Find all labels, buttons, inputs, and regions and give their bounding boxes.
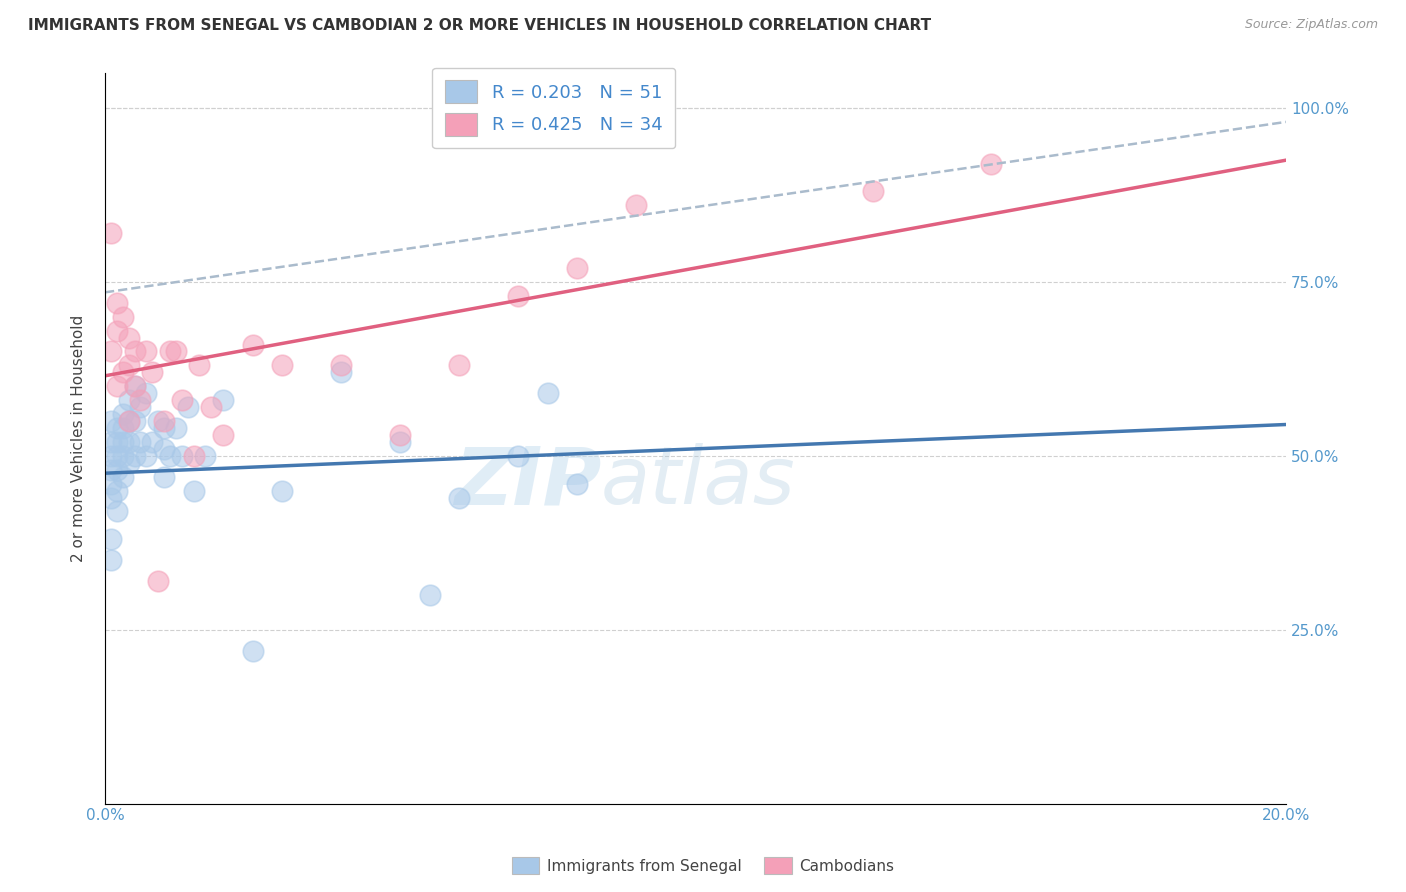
Point	[111, 365, 134, 379]
Point	[105, 483, 128, 498]
Point	[105, 463, 128, 477]
Point	[111, 421, 134, 435]
Point	[271, 483, 294, 498]
Point	[105, 379, 128, 393]
Point	[141, 434, 163, 449]
Point	[419, 588, 441, 602]
Point	[449, 359, 471, 373]
Point	[105, 434, 128, 449]
Point	[117, 330, 139, 344]
Point	[124, 379, 146, 393]
Point	[170, 393, 193, 408]
Point	[117, 359, 139, 373]
Point	[111, 407, 134, 421]
Point	[212, 393, 235, 408]
Point	[100, 414, 122, 428]
Point	[100, 476, 122, 491]
Point	[105, 421, 128, 435]
Point	[165, 344, 187, 359]
Point	[100, 463, 122, 477]
Point	[153, 442, 176, 456]
Point	[176, 400, 198, 414]
Legend: R = 0.203   N = 51, R = 0.425   N = 34: R = 0.203 N = 51, R = 0.425 N = 34	[432, 68, 675, 148]
Point	[117, 393, 139, 408]
Point	[212, 428, 235, 442]
Point	[165, 421, 187, 435]
Text: atlas: atlas	[600, 443, 796, 521]
Point	[100, 226, 122, 240]
Point	[567, 476, 589, 491]
Point	[389, 428, 412, 442]
Point	[135, 344, 157, 359]
Point	[135, 386, 157, 401]
Point	[124, 379, 146, 393]
Point	[111, 469, 134, 483]
Point	[183, 483, 205, 498]
Point	[153, 469, 176, 483]
Point	[105, 324, 128, 338]
Point	[111, 310, 134, 324]
Point	[508, 289, 530, 303]
Point	[242, 643, 264, 657]
Point	[129, 400, 152, 414]
Point	[100, 344, 122, 359]
Point	[111, 449, 134, 463]
Point	[146, 414, 169, 428]
Point	[124, 344, 146, 359]
Point	[100, 491, 122, 505]
Legend: Immigrants from Senegal, Cambodians: Immigrants from Senegal, Cambodians	[505, 851, 901, 880]
Point	[100, 449, 122, 463]
Point	[242, 337, 264, 351]
Point	[194, 449, 217, 463]
Point	[200, 400, 222, 414]
Text: Source: ZipAtlas.com: Source: ZipAtlas.com	[1244, 18, 1378, 31]
Point	[449, 491, 471, 505]
Point	[183, 449, 205, 463]
Point	[100, 434, 122, 449]
Point	[135, 449, 157, 463]
Point	[862, 185, 884, 199]
Point	[117, 434, 139, 449]
Point	[188, 359, 211, 373]
Point	[567, 260, 589, 275]
Point	[271, 359, 294, 373]
Point	[626, 198, 648, 212]
Point	[389, 434, 412, 449]
Point	[117, 414, 139, 428]
Point	[129, 393, 152, 408]
Point	[124, 449, 146, 463]
Y-axis label: 2 or more Vehicles in Household: 2 or more Vehicles in Household	[72, 315, 86, 562]
Point	[159, 449, 181, 463]
Point	[330, 365, 353, 379]
Point	[508, 449, 530, 463]
Point	[159, 344, 181, 359]
Point	[129, 434, 152, 449]
Point	[153, 421, 176, 435]
Point	[141, 365, 163, 379]
Point	[100, 553, 122, 567]
Point	[330, 359, 353, 373]
Point	[100, 533, 122, 547]
Text: IMMIGRANTS FROM SENEGAL VS CAMBODIAN 2 OR MORE VEHICLES IN HOUSEHOLD CORRELATION: IMMIGRANTS FROM SENEGAL VS CAMBODIAN 2 O…	[28, 18, 931, 33]
Point	[146, 574, 169, 588]
Point	[117, 414, 139, 428]
Point	[537, 386, 560, 401]
Point	[980, 156, 1002, 170]
Point	[124, 414, 146, 428]
Point	[105, 504, 128, 518]
Point	[105, 295, 128, 310]
Point	[153, 414, 176, 428]
Point	[170, 449, 193, 463]
Text: ZIP: ZIP	[454, 443, 600, 521]
Point	[105, 449, 128, 463]
Point	[117, 456, 139, 470]
Point	[111, 434, 134, 449]
